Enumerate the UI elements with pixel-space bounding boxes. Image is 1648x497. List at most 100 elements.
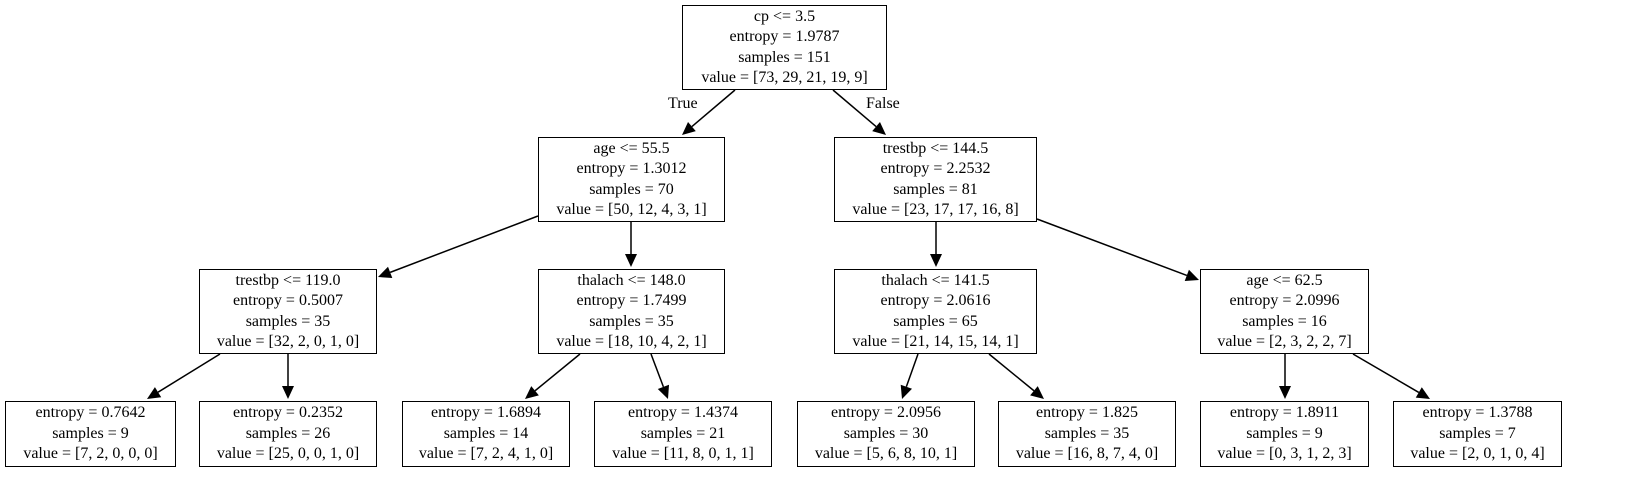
node-line: samples = 35 xyxy=(589,312,674,330)
leaf-node-l2: entropy = 0.2352 samples = 26 value = [25,… xyxy=(199,401,377,467)
split-node-n4: thalach <= 148.0 entropy = 1.7499 samples … xyxy=(538,269,725,354)
node-line: entropy = 1.4374 xyxy=(628,404,738,422)
arrowhead-icon xyxy=(1030,386,1044,399)
edge-line xyxy=(1352,353,1420,394)
node-line: entropy = 1.8911 xyxy=(1229,404,1340,422)
leaf-node-l3: entropy = 1.6894 samples = 14 value = [7, … xyxy=(402,401,570,467)
leaf-node-l5: entropy = 2.0956 samples = 30 value = [5, … xyxy=(797,401,975,467)
node-line: samples = 16 xyxy=(1242,312,1327,330)
node-line: samples = 30 xyxy=(843,424,929,442)
edge-line xyxy=(691,89,736,128)
node-line: value = [21, 14, 15, 14, 1] xyxy=(852,333,1019,350)
edge-label-false: False xyxy=(866,95,900,112)
edge-line xyxy=(389,215,539,274)
edge-line xyxy=(650,353,665,388)
edge-line xyxy=(157,353,221,393)
arrowhead-icon xyxy=(657,384,670,399)
edge-n6-to-l7 xyxy=(1279,354,1291,399)
edge-n5-to-l5 xyxy=(900,353,919,399)
node-line: samples = 65 xyxy=(893,312,978,330)
arrowhead-icon xyxy=(872,122,886,135)
node-line: samples = 35 xyxy=(245,312,331,330)
arrowhead-icon xyxy=(1415,387,1430,399)
node-line: entropy = 1.6894 xyxy=(431,404,541,422)
node-line: entropy = 2.0616 xyxy=(880,292,991,309)
arrowhead-icon xyxy=(1184,269,1199,282)
node-line: thalach <= 141.5 xyxy=(881,271,990,289)
edge-n2-to-n6 xyxy=(1036,218,1199,282)
node-line: samples = 21 xyxy=(640,424,726,442)
node-line: value = [50, 12, 4, 3, 1] xyxy=(556,201,707,218)
node-line: value = [23, 17, 17, 16, 8] xyxy=(852,201,1019,218)
split-node-n6: age <= 62.5 entropy = 2.0996 samples = 16 v… xyxy=(1200,269,1369,354)
edge-label-true: True xyxy=(668,95,698,112)
edge-line xyxy=(534,353,581,392)
node-line: value = [16, 8, 7, 4, 0] xyxy=(1015,445,1159,463)
edge-line xyxy=(988,353,1035,392)
node-line: samples = 26 xyxy=(245,424,331,442)
node-line: samples = 81 xyxy=(893,180,978,198)
node-line: entropy = 1.9787 xyxy=(729,28,840,45)
node-line: value = [2, 0, 1, 0, 4] xyxy=(1410,445,1545,463)
arrowhead-icon xyxy=(147,387,162,399)
node-line: value = [18, 10, 4, 2, 1] xyxy=(556,333,707,350)
arrowhead-icon xyxy=(1279,386,1291,399)
node-line: trestbp <= 119.0 xyxy=(235,271,341,289)
node-line: samples = 70 xyxy=(589,180,674,198)
node-line: entropy = 0.5007 xyxy=(233,292,343,309)
node-line: samples = 14 xyxy=(443,424,529,442)
leaf-node-l8: entropy = 1.3788 samples = 7 value = [2, 0… xyxy=(1393,401,1562,467)
arrowhead-icon xyxy=(378,266,393,278)
edge-line xyxy=(905,353,919,388)
node-line: value = [0, 3, 1, 2, 3] xyxy=(1217,445,1352,463)
edge-root-to-n2 xyxy=(832,89,886,135)
edge-n4-to-l3 xyxy=(525,353,581,399)
node-line: value = [7, 2, 0, 0, 0] xyxy=(23,445,158,463)
edge-n3-to-l2 xyxy=(282,354,294,399)
node-line: entropy = 1.7499 xyxy=(576,292,687,309)
node-line: samples = 9 xyxy=(1246,424,1323,442)
node-line: value = [7, 2, 4, 1, 0] xyxy=(418,445,554,463)
node-line: samples = 35 xyxy=(1044,424,1130,442)
node-line: trestbp <= 144.5 xyxy=(882,139,989,157)
node-line: value = [73, 29, 21, 19, 9] xyxy=(701,69,868,86)
split-node-n3: trestbp <= 119.0 entropy = 0.5007 samples … xyxy=(199,269,377,354)
node-line: entropy = 2.2532 xyxy=(880,160,991,177)
split-node-n5: thalach <= 141.5 entropy = 2.0616 samples … xyxy=(834,269,1037,354)
node-line: value = [2, 3, 2, 2, 7] xyxy=(1217,333,1352,350)
arrowhead-icon xyxy=(625,254,637,267)
node-line: value = [11, 8, 0, 1, 1] xyxy=(612,445,754,463)
arrowhead-icon xyxy=(930,254,942,267)
leaf-node-l7: entropy = 1.8911 samples = 9 value = [0, 3… xyxy=(1200,401,1369,467)
node-line: entropy = 1.3012 xyxy=(576,160,687,177)
edge-n5-to-l6 xyxy=(988,353,1044,399)
node-line: value = [32, 2, 0, 1, 0] xyxy=(216,333,360,350)
arrowhead-icon xyxy=(682,122,696,135)
edge-n2-to-n5 xyxy=(930,222,942,267)
edge-n1-to-n3 xyxy=(378,215,539,278)
edge-n6-to-l8 xyxy=(1352,353,1430,399)
node-line: samples = 7 xyxy=(1439,424,1516,442)
node-line: entropy = 1.3788 xyxy=(1422,404,1533,422)
edge-root-to-n1 xyxy=(682,89,736,135)
leaf-node-l4: entropy = 1.4374 samples = 21 value = [11,… xyxy=(594,401,772,467)
node-line: value = [25, 0, 0, 1, 0] xyxy=(216,445,360,463)
leaf-node-l1: entropy = 0.7642 samples = 9 value = [7, 2… xyxy=(5,401,176,467)
node-line: thalach <= 148.0 xyxy=(577,271,686,289)
arrowhead-icon xyxy=(282,386,294,399)
node-line: entropy = 0.7642 xyxy=(35,404,146,422)
edge-line xyxy=(1036,218,1188,277)
node-line: age <= 62.5 xyxy=(1246,271,1323,289)
split-node-n2: trestbp <= 144.5 entropy = 2.2532 samples … xyxy=(834,137,1037,222)
node-line: entropy = 2.0956 xyxy=(831,404,941,422)
edge-n1-to-n4 xyxy=(625,222,637,267)
split-node-root: cp <= 3.5 entropy = 1.9787 samples = 151 va… xyxy=(682,5,887,90)
node-line: entropy = 2.0996 xyxy=(1229,292,1340,309)
edge-n4-to-l4 xyxy=(650,353,670,399)
node-line: samples = 9 xyxy=(52,424,129,442)
node-line: cp <= 3.5 xyxy=(753,7,816,25)
node-line: entropy = 0.2352 xyxy=(233,404,343,422)
split-node-n1: age <= 55.5 entropy = 1.3012 samples = 70 v… xyxy=(538,137,725,222)
leaf-node-l6: entropy = 1.825 samples = 35 value = [16, … xyxy=(998,401,1176,467)
